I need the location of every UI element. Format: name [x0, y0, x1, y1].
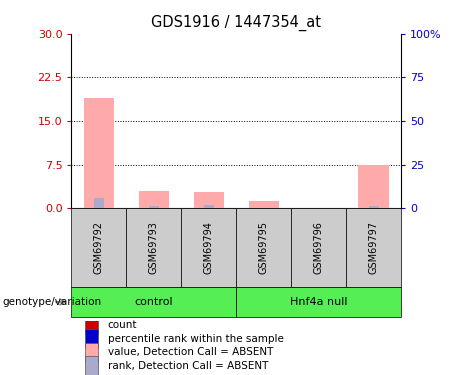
Text: GSM69792: GSM69792: [94, 221, 104, 274]
Text: count: count: [108, 320, 137, 330]
Bar: [359, 165, 389, 208]
Bar: [139, 190, 169, 208]
Text: GSM69793: GSM69793: [149, 221, 159, 274]
Text: rank, Detection Call = ABSENT: rank, Detection Call = ABSENT: [108, 361, 268, 371]
Bar: [204, 205, 214, 208]
Text: percentile rank within the sample: percentile rank within the sample: [108, 334, 284, 344]
Title: GDS1916 / 1447354_at: GDS1916 / 1447354_at: [151, 15, 321, 31]
Bar: [291, 208, 346, 287]
Text: GSM69794: GSM69794: [204, 221, 214, 274]
Text: GSM69797: GSM69797: [369, 221, 378, 274]
Bar: [194, 192, 224, 208]
Bar: [181, 208, 236, 287]
Text: GSM69795: GSM69795: [259, 221, 269, 274]
Bar: [85, 315, 98, 334]
Bar: [369, 206, 378, 208]
Text: value, Detection Call = ABSENT: value, Detection Call = ABSENT: [108, 347, 273, 357]
Bar: [94, 198, 104, 208]
Bar: [126, 208, 181, 287]
Bar: [236, 208, 291, 287]
Bar: [71, 208, 126, 287]
Bar: [236, 287, 401, 317]
Text: control: control: [135, 297, 173, 307]
Bar: [85, 356, 98, 375]
Bar: [71, 287, 236, 317]
Text: genotype/variation: genotype/variation: [2, 297, 101, 307]
Bar: [85, 329, 98, 348]
Text: Hnf4a null: Hnf4a null: [290, 297, 348, 307]
Bar: [346, 208, 401, 287]
Bar: [85, 343, 98, 362]
Bar: [149, 206, 159, 208]
Text: GSM69796: GSM69796: [313, 221, 324, 274]
Bar: [248, 201, 279, 208]
Bar: [84, 98, 114, 208]
